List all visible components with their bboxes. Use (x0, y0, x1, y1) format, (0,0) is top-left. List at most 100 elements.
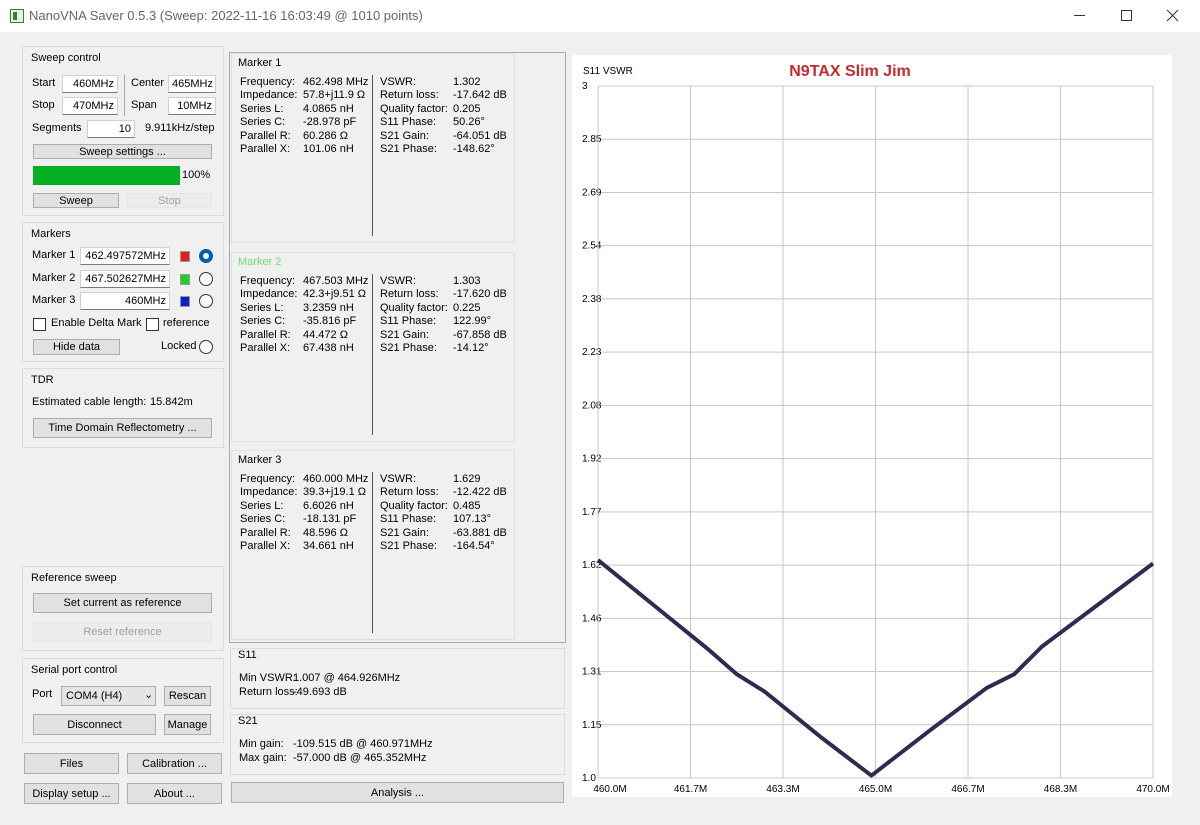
text-input[interactable]: 467.502627MHz (80, 269, 170, 288)
field-value: -67.858 dB (453, 328, 507, 341)
text-input[interactable]: 462.497572MHz (80, 247, 170, 265)
field-value: -64.051 dB (453, 129, 507, 142)
group-box (22, 658, 224, 743)
marker-panel-frame (229, 52, 566, 643)
field-label: S21 Gain: (380, 526, 429, 539)
field-label: Return loss: (239, 685, 298, 698)
button[interactable]: Hide data (33, 339, 120, 355)
field-value: -28.978 pF (303, 116, 357, 129)
radio-button[interactable] (199, 340, 213, 354)
field-value: 467.503 MHz (303, 275, 369, 287)
label: Start (32, 77, 56, 89)
field-value: 460.000 MHz (303, 473, 369, 485)
x-tick-label: 466.7M (951, 784, 984, 795)
combo-box[interactable]: COM4 (H4) (61, 686, 156, 706)
button[interactable]: Manage (164, 714, 211, 735)
progress-fill (33, 166, 180, 185)
chart-title: N9TAX Slim Jim (789, 63, 911, 80)
button[interactable]: Display setup ... (24, 783, 119, 804)
x-tick-label: 470.0M (1136, 784, 1169, 795)
button[interactable]: Time Domain Reflectometry ... (33, 418, 212, 438)
field-label: Min VSWR: (239, 672, 296, 684)
button[interactable]: Sweep (33, 193, 119, 208)
group-title: Serial port control (31, 664, 118, 676)
button[interactable]: Rescan (164, 686, 211, 706)
group-box (22, 222, 224, 362)
field-label: Impedance: (240, 486, 298, 499)
title-bar (0, 0, 1200, 32)
divider (372, 274, 373, 435)
label: Estimated cable length: (32, 396, 147, 408)
group-title: TDR (31, 374, 54, 386)
button[interactable]: Calibration ... (127, 753, 222, 774)
button[interactable]: Disconnect (33, 714, 156, 735)
text-input[interactable]: 460MHz (80, 292, 170, 310)
field-value: 0.205 (453, 102, 481, 115)
text-input[interactable]: 10 (87, 120, 135, 138)
field-label: VSWR: (380, 275, 417, 287)
button[interactable]: Files (24, 753, 119, 774)
checkbox-label: reference (163, 317, 210, 329)
field-value: 34.661 nH (303, 540, 354, 552)
field-value: 462.498 MHz (303, 76, 369, 88)
field-label: Return loss: (380, 288, 439, 301)
field-value: 57.8+j11.9 Ω (303, 89, 366, 102)
field-value: -35.816 pF (303, 315, 357, 328)
radio-button[interactable] (199, 271, 213, 286)
button: Stop (127, 193, 212, 208)
field-value: 60.286 Ω (303, 129, 348, 142)
button[interactable]: Set current as reference (33, 593, 212, 613)
field-value: 1.303 (453, 275, 481, 287)
marker-panel-title: Marker 3 (238, 454, 282, 466)
field-label: Frequency: (240, 275, 296, 287)
marker-panel-title: Marker 1 (238, 57, 282, 69)
close-button[interactable] (1166, 9, 1179, 22)
button[interactable]: Analysis ... (231, 782, 564, 803)
y-tick-label: 2.85 (582, 134, 602, 145)
field-value: -12.422 dB (453, 486, 507, 499)
checkbox[interactable] (146, 318, 159, 331)
button[interactable]: Sweep settings ... (33, 144, 212, 159)
marker-panel (231, 252, 515, 442)
separator (124, 74, 125, 116)
field-label: Frequency: (240, 473, 296, 485)
radio-button[interactable] (199, 249, 213, 263)
text-input[interactable]: 10MHz (168, 97, 216, 115)
field-value: -17.642 dB (453, 89, 507, 102)
field-value: 0.485 (453, 499, 481, 512)
vswr-line (596, 558, 1155, 778)
label: Span (131, 99, 157, 111)
marker-label: Marker 1 (32, 249, 76, 261)
button[interactable]: About ... (127, 783, 222, 804)
field-label: VSWR: (380, 76, 417, 88)
marker-label: Marker 2 (32, 271, 76, 284)
summary-title: S11 (238, 649, 257, 661)
field-value: -148.62° (453, 143, 495, 155)
maximize-button[interactable] (1121, 10, 1132, 21)
field-value: 67.438 nH (303, 342, 354, 354)
window-controls[interactable] (1060, 0, 1190, 32)
checkbox[interactable] (33, 318, 46, 331)
text-input[interactable]: 460MHz (62, 75, 118, 93)
marker-label: Marker 3 (32, 294, 76, 306)
y-tick-label: 2.23 (582, 347, 602, 358)
field-label: Series L: (240, 102, 284, 115)
radio-button[interactable] (199, 294, 213, 308)
field-value: 1.007 @ 464.926MHz (293, 672, 401, 684)
text-input[interactable]: 470MHz (62, 97, 118, 115)
field-label: S11 Phase: (380, 116, 437, 129)
field-label: Series L: (240, 499, 284, 512)
field-label: Series L: (240, 301, 284, 314)
summary-title: S21 (238, 715, 258, 727)
field-label: Parallel X: (240, 342, 291, 354)
checkbox-label: Enable Delta Mark (51, 317, 142, 329)
field-label: Parallel R: (240, 129, 291, 142)
text-input[interactable]: 465MHz (168, 75, 216, 93)
field-value: -17.620 dB (453, 288, 507, 301)
field-label: S11 Phase: (380, 513, 437, 526)
y-tick-label: 1.15 (582, 720, 602, 731)
field-value: 6.6026 nH (303, 499, 354, 512)
progress-label: 100% (182, 169, 211, 181)
summary-box (230, 648, 565, 709)
y-tick-label: 1.62 (582, 560, 602, 571)
